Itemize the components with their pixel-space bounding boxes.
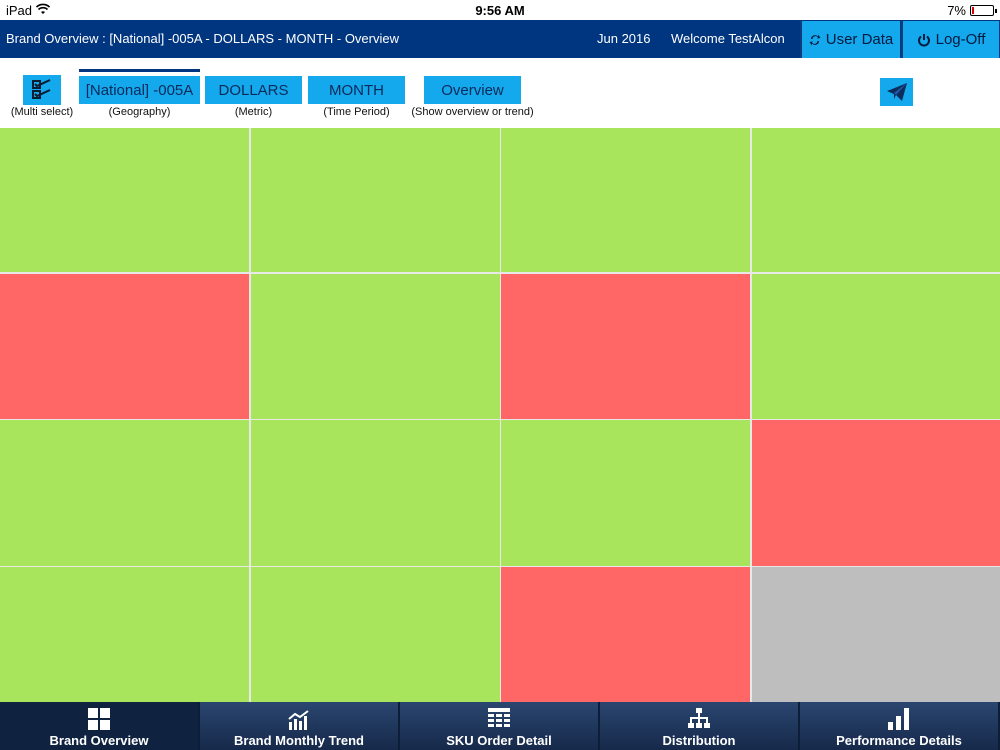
tile-r2-c1[interactable]: [0, 274, 249, 419]
ios-status-bar: iPad 9:56 AM 7%: [0, 0, 1000, 20]
refresh-icon: [809, 34, 821, 45]
tile-r3-c1[interactable]: [0, 420, 249, 566]
app-header: Brand Overview : [National] -005A - DOLL…: [0, 20, 1000, 58]
filter-bar: (Multi select) [National] -005A (Geograp…: [0, 58, 1000, 128]
tile-r1-c2[interactable]: [251, 128, 500, 272]
tile-r4-c1[interactable]: [0, 567, 249, 702]
grid-icon: [88, 706, 110, 730]
tile-r1-c1[interactable]: [0, 128, 249, 272]
hierarchy-icon: [688, 706, 710, 730]
geography-caption: (Geography): [108, 106, 171, 118]
page-title: Brand Overview : [National] -005A - DOLL…: [6, 31, 400, 46]
tile-r1-c4[interactable]: [752, 128, 1000, 272]
status-tile-grid: [0, 128, 1000, 702]
tab-label: Performance Details: [836, 733, 962, 748]
tab-label: Brand Overview: [49, 733, 149, 748]
tab-brand-overview[interactable]: Brand Overview: [0, 702, 200, 750]
tab-sku-order-detail[interactable]: SKU Order Detail: [400, 702, 600, 750]
tile-r2-c4[interactable]: [752, 274, 1000, 419]
tile-r2-c2[interactable]: [251, 274, 500, 419]
tab-label: Brand Monthly Trend: [234, 733, 364, 748]
tile-r3-c3[interactable]: [501, 420, 750, 566]
view-button[interactable]: Overview: [424, 76, 521, 104]
table-icon: [488, 706, 510, 730]
device-name: iPad: [6, 3, 33, 18]
power-icon: [917, 33, 930, 46]
tab-label: SKU Order Detail: [446, 733, 552, 748]
tile-r1-c3[interactable]: [501, 128, 750, 272]
time-period-button[interactable]: MONTH: [308, 76, 405, 104]
tile-r4-c2[interactable]: [251, 567, 500, 702]
battery-icon: [970, 5, 997, 16]
multi-select-icon: [32, 79, 51, 99]
user-data-button[interactable]: User Data: [800, 21, 900, 58]
wifi-icon: [36, 3, 50, 14]
tile-r3-c2[interactable]: [251, 420, 500, 566]
metric-button[interactable]: DOLLARS: [205, 76, 302, 104]
multi-select-caption: (Multi select): [10, 106, 74, 118]
welcome-text: Welcome TestAlcon: [671, 31, 785, 46]
trend-chart-icon: [288, 706, 310, 730]
geography-selected-indicator: [79, 69, 200, 72]
tab-brand-monthly-trend[interactable]: Brand Monthly Trend: [200, 702, 400, 750]
tile-r2-c3[interactable]: [501, 274, 750, 419]
tile-r4-c3[interactable]: [501, 567, 750, 702]
metric-caption: (Metric): [234, 106, 273, 118]
logoff-label: Log-Off: [935, 31, 986, 48]
view-caption: (Show overview or trend): [411, 106, 534, 118]
geography-button[interactable]: [National] -005A: [79, 76, 200, 104]
user-data-label: User Data: [825, 31, 894, 48]
multi-select-button[interactable]: [23, 75, 61, 105]
logoff-button[interactable]: Log-Off: [901, 21, 999, 58]
battery-percent: 7%: [947, 3, 966, 18]
tile-r3-c4[interactable]: [752, 420, 1000, 566]
tab-label: Distribution: [662, 733, 736, 748]
time-period-caption: (Time Period): [323, 106, 390, 118]
send-button[interactable]: [880, 78, 913, 106]
current-period: Jun 2016: [597, 31, 651, 46]
tab-performance-details[interactable]: Performance Details: [800, 702, 1000, 750]
paper-plane-icon: [886, 83, 907, 101]
bar-chart-icon: [888, 706, 910, 730]
bottom-tab-bar: Brand Overview Brand Monthly Trend SKU Ord…: [0, 702, 1000, 750]
clock: 9:56 AM: [475, 3, 525, 18]
tile-r4-c4[interactable]: [752, 567, 1000, 702]
tab-distribution[interactable]: Distribution: [600, 702, 800, 750]
